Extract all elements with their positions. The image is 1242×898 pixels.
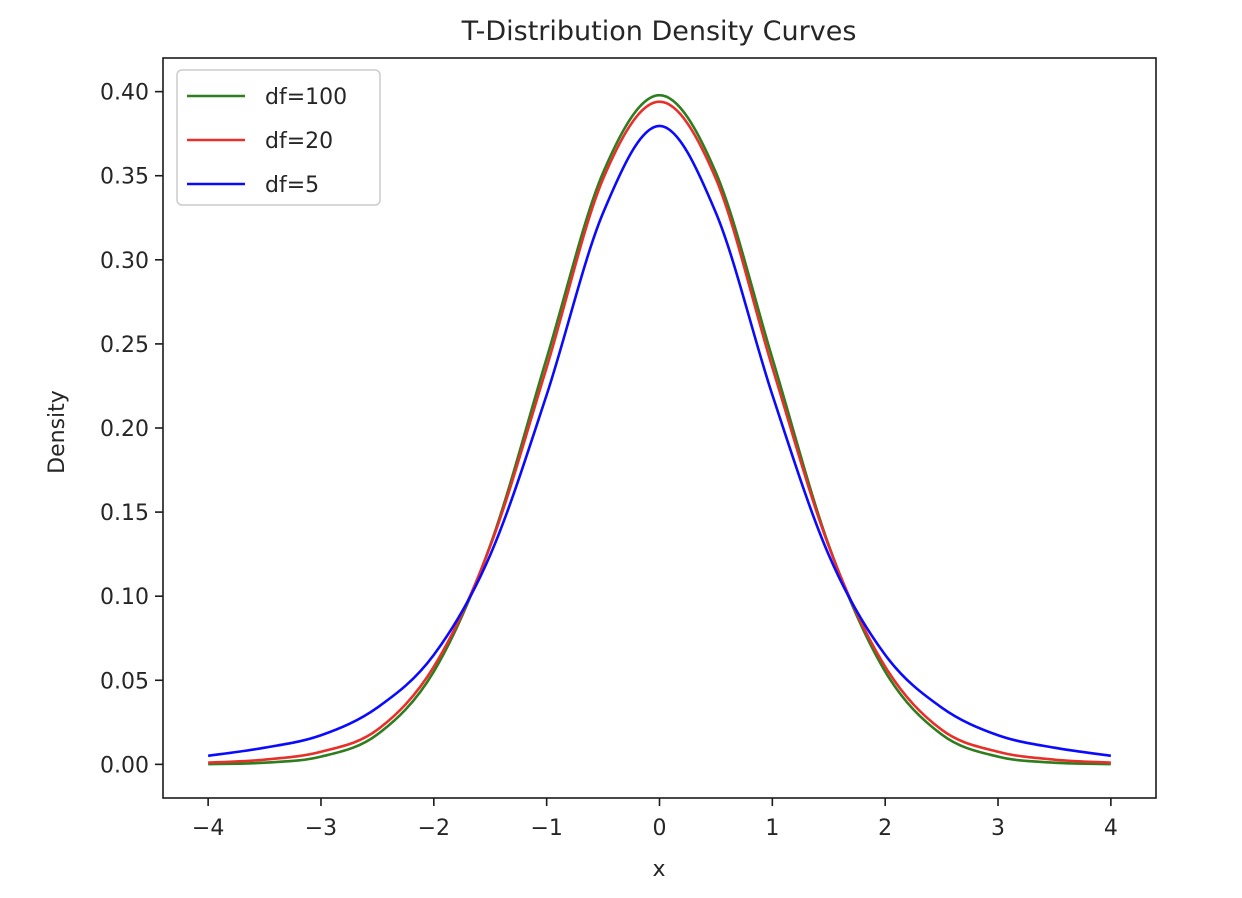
y-tick-label: 0.15 bbox=[100, 501, 149, 526]
x-tick-label: 2 bbox=[878, 816, 892, 841]
x-tick-label: −2 bbox=[418, 816, 450, 841]
y-axis-label: Density bbox=[45, 390, 70, 474]
series-line-df-5 bbox=[207, 124, 1112, 758]
legend-label: df=100 bbox=[265, 85, 347, 110]
legend-box bbox=[176, 69, 381, 206]
y-tick-label: 0.00 bbox=[100, 753, 149, 778]
legend-label: df=20 bbox=[265, 129, 333, 154]
x-tick-label: 1 bbox=[765, 816, 779, 841]
legend: df=100 df=20 df=5 bbox=[176, 69, 381, 206]
y-axis: 0.00 0.05 0.10 0.15 0.20 0.25 0.30 0.35 0.40 bbox=[100, 81, 163, 778]
x-tick-label: 0 bbox=[653, 816, 667, 841]
y-tick-label: 0.20 bbox=[100, 417, 149, 442]
x-axis: −4 −3 −2 −1 0 1 2 3 4 bbox=[192, 798, 1118, 841]
chart-title: T-Distribution Density Curves bbox=[461, 16, 857, 47]
y-tick-label: 0.30 bbox=[100, 249, 149, 274]
series-line-df-20 bbox=[208, 100, 1111, 764]
plot-area bbox=[207, 93, 1112, 766]
y-tick-label: 0.25 bbox=[100, 333, 149, 358]
y-tick-label: 0.10 bbox=[100, 585, 149, 610]
y-tick-label: 0.40 bbox=[100, 81, 149, 106]
x-axis-label: x bbox=[652, 857, 665, 882]
x-tick-label: −1 bbox=[530, 816, 562, 841]
x-tick-label: −3 bbox=[305, 816, 337, 841]
x-tick-label: −4 bbox=[192, 816, 224, 841]
y-tick-label: 0.35 bbox=[100, 165, 149, 190]
x-tick-label: 3 bbox=[991, 816, 1005, 841]
y-tick-label: 0.05 bbox=[100, 669, 149, 694]
legend-label: df=5 bbox=[265, 173, 319, 198]
series-line-df-100 bbox=[208, 93, 1111, 766]
x-tick-label: 4 bbox=[1104, 816, 1118, 841]
